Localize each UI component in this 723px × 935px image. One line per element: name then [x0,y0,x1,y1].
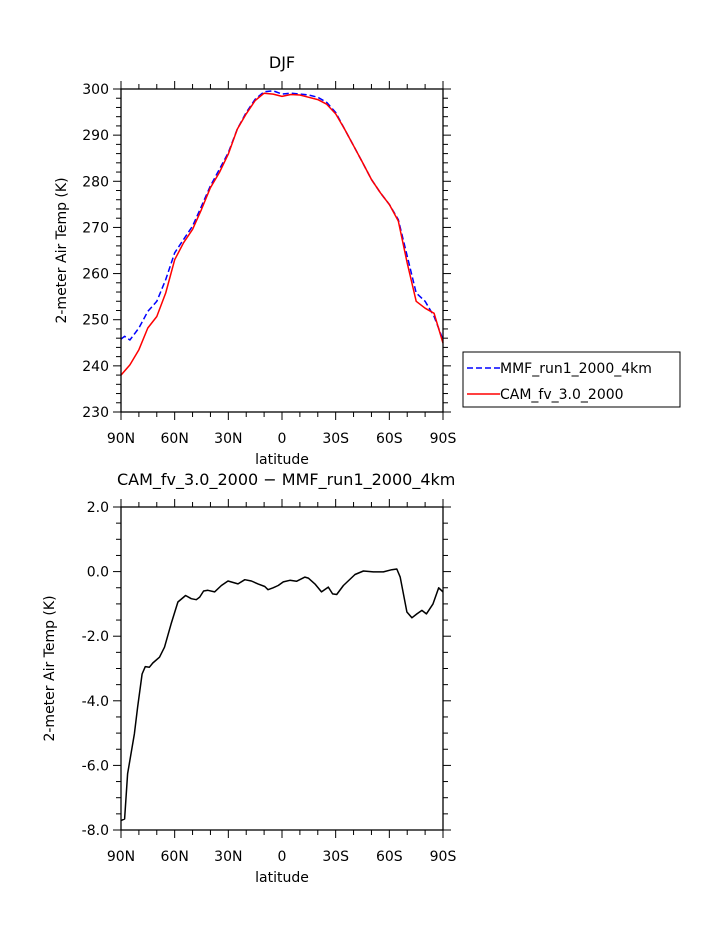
y-tick-label: 290 [82,128,109,144]
plot-1: DJF 90N 60N 30N 0 30S 60S 90S latitude 230 240 250 2… [54,53,681,468]
x-axis-label: latitude [255,452,309,468]
y-tick-label: 300 [82,82,109,98]
x-tick-label: 0 [278,849,287,865]
series-line-2 [120,92,444,376]
legend: MMF_run1_2000_4km CAM_fv_3.0_2000 [462,351,681,408]
y-tick-label: 260 [82,267,109,283]
x-tick-label: 60N [161,431,189,447]
series-line-1 [120,568,444,822]
legend-label-2: CAM_fv_3.0_2000 [500,387,624,403]
plot-frame [120,506,444,831]
y-tick-label: -6.0 [82,758,109,774]
y-tick-label: 280 [82,174,109,190]
y-tick-label: -2.0 [82,629,109,645]
x-tick-label: 90N [107,849,135,865]
y-tick-label: -8.0 [82,823,109,839]
x-tick-label: 0 [278,431,287,447]
x-tick-label: 30N [214,849,242,865]
legend-label-1: MMF_run1_2000_4km [500,361,652,377]
y-tick-label: 240 [82,359,109,375]
y-axis-label: 2-meter Air Temp (K) [54,177,70,323]
legend-box [462,351,681,408]
x-tick-label: 90N [107,431,135,447]
y-axis-label: 2-meter Air Temp (K) [42,595,58,741]
x-tick-label: 90S [430,849,457,865]
x-tick-label: 30N [214,431,242,447]
plot-frame [120,88,444,413]
x-tick-label: 60N [161,849,189,865]
y-tick-label: 230 [82,405,109,421]
chart-title: DJF [269,53,295,72]
y-tick-label: 270 [82,220,109,236]
x-tick-label: 30S [322,849,349,865]
y-tick-label: -4.0 [82,694,109,710]
x-tick-label: 30S [322,431,349,447]
x-tick-label: 60S [376,849,403,865]
x-axis-label: latitude [255,870,309,886]
chart-title: CAM_fv_3.0_2000 − MMF_run1_2000_4km [117,470,455,490]
plot-2: CAM_fv_3.0_2000 − MMF_run1_2000_4km 90N 60… [42,470,456,886]
y-tick-label: 0.0 [87,565,109,581]
x-tick-label: 90S [430,431,457,447]
y-tick-label: 2.0 [87,500,109,516]
y-tick-label: 250 [82,313,109,329]
x-tick-label: 60S [376,431,403,447]
